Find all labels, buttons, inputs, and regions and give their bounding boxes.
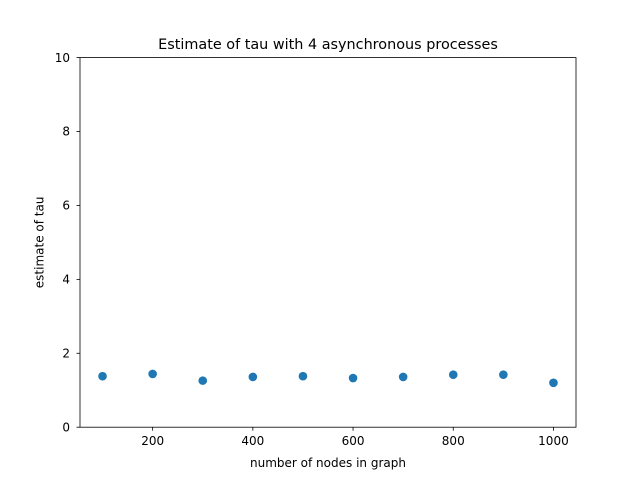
x-tick-label: 400 — [241, 434, 264, 448]
y-tick-label: 4 — [62, 273, 70, 287]
y-tick-label: 0 — [62, 420, 70, 434]
data-point — [298, 371, 308, 381]
plot-area-background — [80, 57, 576, 428]
x-axis-ticks: 200 400 600 800 1000 — [141, 427, 569, 448]
data-point — [499, 370, 508, 380]
data-point — [348, 373, 358, 383]
data-point — [398, 372, 408, 382]
x-axis-label: number of nodes in graph — [250, 456, 406, 470]
data-point — [148, 369, 157, 379]
data-point — [198, 376, 208, 385]
y-tick-label: 2 — [62, 346, 70, 360]
y-tick-label: 6 — [62, 199, 70, 213]
x-tick-label: 600 — [342, 434, 365, 448]
data-points — [98, 369, 558, 388]
chart-title: Estimate of tau with 4 asynchronous proc… — [158, 37, 498, 53]
data-point — [448, 370, 458, 380]
x-tick-label: 800 — [442, 434, 465, 448]
data-point — [248, 372, 258, 382]
y-tick-label: 10 — [55, 51, 70, 65]
y-tick-label: 8 — [62, 125, 70, 139]
y-axis-ticks: 0 2 4 6 8 10 — [55, 51, 80, 434]
plot-frame — [79, 57, 577, 428]
y-axis-label: estimate of tau — [33, 197, 47, 289]
x-tick-label: 200 — [141, 434, 164, 448]
x-tick-label: 1000 — [538, 434, 569, 448]
data-point — [98, 371, 107, 381]
data-point — [549, 378, 558, 388]
